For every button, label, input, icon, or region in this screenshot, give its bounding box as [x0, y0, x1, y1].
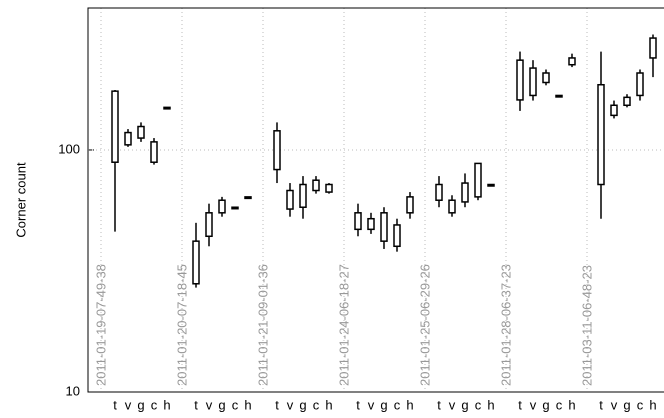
- x-tick-label: h: [325, 397, 332, 412]
- box: [163, 106, 171, 110]
- y-tick-label: 100: [58, 141, 80, 156]
- box: [636, 72, 644, 97]
- y-axis-label: Corner count: [13, 162, 28, 238]
- x-tick-label: h: [244, 397, 251, 412]
- x-tick-label: h: [568, 397, 575, 412]
- x-tick-label: h: [406, 397, 413, 412]
- x-tick-label: t: [599, 397, 603, 412]
- box: [555, 94, 563, 98]
- box: [435, 183, 443, 201]
- group-label: 2011-01-28-06-37-23: [498, 264, 513, 386]
- box: [273, 130, 281, 171]
- box: [597, 83, 605, 186]
- x-tick-label: t: [113, 397, 117, 412]
- box: [192, 240, 200, 285]
- x-tick-label: v: [287, 397, 294, 412]
- x-tick-label: g: [542, 397, 549, 412]
- x-tick-label: t: [356, 397, 360, 412]
- box: [137, 125, 145, 139]
- x-tick-label: v: [368, 397, 375, 412]
- x-tick-label: h: [649, 397, 656, 412]
- group-label: 2011-03-11-06-48-23: [579, 265, 594, 386]
- x-tick-label: g: [299, 397, 306, 412]
- box: [218, 199, 226, 214]
- box: [150, 141, 158, 163]
- x-tick-label: t: [518, 397, 522, 412]
- box: [461, 182, 469, 203]
- x-tick-label: g: [218, 397, 225, 412]
- box: [354, 212, 362, 231]
- box: [623, 96, 631, 107]
- x-tick-label: h: [487, 397, 494, 412]
- box: [286, 189, 294, 210]
- box: [448, 199, 456, 214]
- box: [111, 90, 119, 163]
- x-tick-label: c: [394, 397, 401, 412]
- box: [406, 196, 414, 214]
- x-tick-label: v: [125, 397, 132, 412]
- x-tick-label: g: [380, 397, 387, 412]
- group-label: 2011-01-21-09-01-36: [255, 264, 270, 386]
- x-tick-label: c: [313, 397, 320, 412]
- x-tick-label: c: [637, 397, 644, 412]
- box: [299, 183, 307, 208]
- x-tick-label: g: [137, 397, 144, 412]
- group-label: 2011-01-19-07-49-38: [93, 264, 108, 386]
- box: [325, 183, 333, 193]
- x-tick-label: v: [449, 397, 456, 412]
- box: [568, 57, 576, 66]
- plot-frame: [87, 7, 664, 393]
- x-tick-label: c: [151, 397, 158, 412]
- x-tick-label: v: [206, 397, 213, 412]
- x-tick-label: c: [232, 397, 239, 412]
- box: [380, 212, 388, 242]
- box: [516, 59, 524, 101]
- box: [393, 224, 401, 248]
- box: [610, 104, 618, 117]
- group-label: 2011-01-25-06-29-26: [417, 264, 432, 386]
- box: [124, 131, 132, 146]
- x-tick-label: t: [275, 397, 279, 412]
- y-tick-label: 10: [66, 383, 80, 398]
- box: [649, 37, 657, 59]
- x-tick-label: c: [475, 397, 482, 412]
- x-tick-label: t: [194, 397, 198, 412]
- x-tick-label: v: [530, 397, 537, 412]
- x-tick-label: h: [163, 397, 170, 412]
- box: [312, 179, 320, 192]
- box: [367, 217, 375, 231]
- x-tick-label: v: [611, 397, 618, 412]
- box: [205, 212, 213, 238]
- box: [542, 72, 550, 84]
- x-tick-label: g: [461, 397, 468, 412]
- box: [244, 196, 252, 200]
- group-label: 2011-01-24-06-18-27: [336, 264, 351, 386]
- box: [487, 183, 495, 187]
- box: [231, 206, 239, 210]
- x-tick-label: c: [556, 397, 563, 412]
- group-label: 2011-01-20-07-18-45: [174, 264, 189, 386]
- box: [474, 162, 482, 198]
- x-tick-label: t: [437, 397, 441, 412]
- box: [529, 67, 537, 97]
- x-tick-label: g: [623, 397, 630, 412]
